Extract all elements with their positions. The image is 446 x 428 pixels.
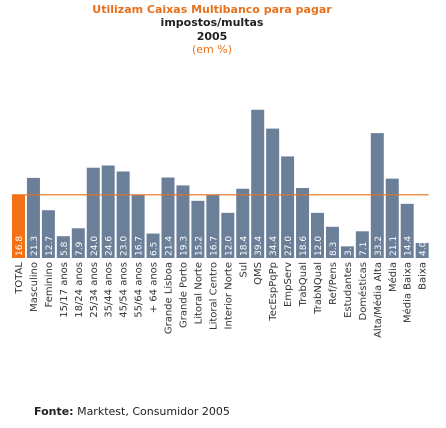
bar-value-label-20: 12.0 bbox=[314, 236, 324, 256]
category-label-27: Baixa bbox=[418, 262, 429, 290]
bar-15 bbox=[236, 188, 250, 258]
bar-value-label-1: 21.3 bbox=[30, 236, 40, 256]
category-label-21: Ref/Pens bbox=[328, 262, 339, 305]
source-label: Fonte: bbox=[34, 405, 74, 418]
category-label-24: Alta/Média Alta bbox=[372, 262, 384, 338]
bar-value-label-6: 24.6 bbox=[105, 236, 115, 256]
bar-27 bbox=[415, 242, 429, 258]
category-label-6: 35/44 anos bbox=[104, 262, 115, 318]
chart-year: 2005 bbox=[197, 30, 228, 43]
bar-value-label-13: 16.7 bbox=[209, 236, 219, 256]
bar-19 bbox=[296, 188, 310, 258]
category-label-16: QMS bbox=[253, 262, 264, 285]
bar-13 bbox=[206, 195, 220, 258]
bar-chart: Utilizam Caixas Multibanco para pagar im… bbox=[12, 3, 429, 338]
category-label-4: 18/24 anos bbox=[74, 262, 85, 318]
category-label-1: Masculino bbox=[29, 262, 40, 312]
bar-value-label-18: 27.0 bbox=[284, 236, 294, 256]
bar-value-label-7: 23.0 bbox=[120, 236, 130, 256]
bar-17 bbox=[266, 128, 280, 258]
bar-value-label-27: 4.0 bbox=[419, 241, 429, 256]
bar-0 bbox=[12, 194, 25, 258]
bar-value-label-14: 12.0 bbox=[224, 236, 234, 256]
source-text: Marktest, Consumidor 2005 bbox=[73, 405, 230, 418]
category-label-8: 55/64 anos bbox=[134, 262, 145, 318]
bar-20 bbox=[311, 212, 324, 258]
category-label-19: TrabQual bbox=[298, 262, 309, 307]
bar-value-label-0: 16.8 bbox=[15, 236, 25, 256]
category-label-23: Domésticas bbox=[357, 262, 369, 320]
chart-title-line-1: Utilizam Caixas Multibanco para pagar bbox=[92, 3, 332, 16]
bar-value-label-9: 6.5 bbox=[150, 242, 160, 256]
chart-title-line-2: impostos/multas bbox=[161, 16, 264, 29]
category-label-26: Média Baixa bbox=[402, 262, 414, 323]
bar-25 bbox=[385, 178, 399, 258]
bar-4 bbox=[71, 228, 85, 258]
category-label-18: EmpServ bbox=[283, 262, 294, 307]
category-label-17: TecEspPqPp bbox=[268, 262, 279, 322]
bar-value-label-5: 24.0 bbox=[90, 236, 100, 256]
category-label-10: Grande Lisboa bbox=[164, 262, 175, 334]
bar-18 bbox=[281, 156, 295, 258]
bar-value-label-21: 8.3 bbox=[329, 242, 339, 256]
bar-7 bbox=[116, 171, 130, 258]
category-label-7: 45/54 anos bbox=[119, 262, 130, 318]
chart-subtitle: (em %) bbox=[192, 43, 232, 56]
bar-value-label-8: 16.7 bbox=[135, 236, 145, 256]
bar-12 bbox=[191, 200, 205, 258]
bar-16 bbox=[251, 109, 265, 258]
bar-3 bbox=[56, 236, 70, 258]
bar-8 bbox=[131, 195, 145, 258]
category-label-11: Grande Porto bbox=[178, 262, 189, 328]
bar-9 bbox=[146, 233, 160, 258]
bar-1 bbox=[26, 177, 40, 258]
bar-value-label-26: 14.4 bbox=[404, 236, 414, 256]
category-label-14: Interior Norte bbox=[223, 262, 234, 329]
bar-value-label-24: 33.2 bbox=[374, 236, 384, 256]
category-label-9: + 64 anos bbox=[149, 262, 160, 313]
category-label-2: Feminino bbox=[44, 262, 55, 307]
bar-value-label-25: 21.1 bbox=[389, 236, 399, 256]
bar-2 bbox=[41, 210, 55, 258]
bar-value-label-10: 21.4 bbox=[165, 236, 175, 256]
bar-value-label-2: 12.7 bbox=[45, 236, 55, 256]
category-label-15: Sul bbox=[238, 262, 249, 277]
category-label-20: TrabNQual bbox=[313, 262, 324, 315]
bars-group: 16.8 21.3 12.7 5.8 7.9 24.0 24.6 23.0 16.7 6.5 21.… bbox=[12, 109, 429, 258]
category-label-3: 15/17 anos bbox=[59, 262, 70, 318]
bar-value-label-19: 18.6 bbox=[299, 236, 309, 256]
bar-6 bbox=[101, 165, 115, 258]
category-label-13: Litoral Centro bbox=[208, 262, 219, 330]
bar-11 bbox=[176, 185, 190, 258]
category-label-22: Estudantes bbox=[343, 262, 354, 318]
bar-value-label-16: 39.4 bbox=[254, 236, 264, 256]
bar-24 bbox=[370, 133, 384, 258]
bar-value-label-3: 5.8 bbox=[60, 241, 70, 256]
category-label-12: Litoral Norte bbox=[193, 262, 204, 324]
source-note: Fonte: Marktest, Consumidor 2005 bbox=[34, 405, 230, 418]
bar-26 bbox=[400, 203, 414, 258]
category-label-5: 25/34 anos bbox=[89, 262, 100, 318]
bar-value-label-22: 3.1 bbox=[344, 242, 354, 256]
bar-value-label-15: 18.4 bbox=[239, 236, 249, 256]
bar-value-label-23: 7.1 bbox=[359, 242, 369, 256]
bar-21 bbox=[325, 226, 339, 258]
category-label-0: TOTAL bbox=[14, 262, 25, 295]
bar-23 bbox=[355, 231, 369, 258]
bar-10 bbox=[161, 177, 175, 258]
bar-value-label-17: 34.4 bbox=[269, 236, 279, 256]
bar-value-label-12: 15.2 bbox=[194, 236, 204, 256]
category-label-25: Média bbox=[387, 262, 399, 292]
category-labels-group: TOTAL Masculino Feminino 15/17 anos 18/24 an… bbox=[14, 262, 429, 338]
bar-22 bbox=[340, 246, 354, 258]
bar-14 bbox=[221, 212, 235, 258]
bar-5 bbox=[86, 167, 100, 258]
bar-value-label-11: 19.3 bbox=[179, 236, 189, 256]
bar-value-label-4: 7.9 bbox=[75, 241, 85, 256]
